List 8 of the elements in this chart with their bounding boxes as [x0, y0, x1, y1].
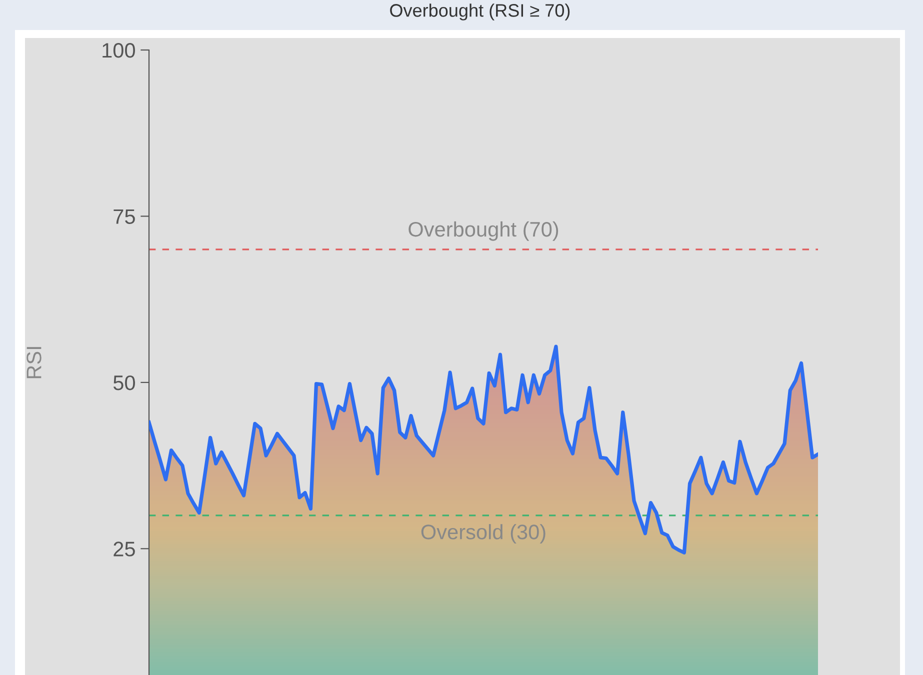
y-axis-title: RSI: [26, 347, 42, 378]
y-tick-label: 75: [114, 209, 135, 224]
ref-line-label: Oversold (30): [421, 524, 546, 544]
y-tick-label: 100: [102, 43, 135, 58]
ref-line-label: Overbought (70): [408, 221, 558, 241]
chart-title: Overbought (RSI ≥ 70): [390, 4, 570, 20]
y-tick-label: 25: [114, 542, 135, 556]
y-tick-label: 50: [113, 375, 135, 390]
